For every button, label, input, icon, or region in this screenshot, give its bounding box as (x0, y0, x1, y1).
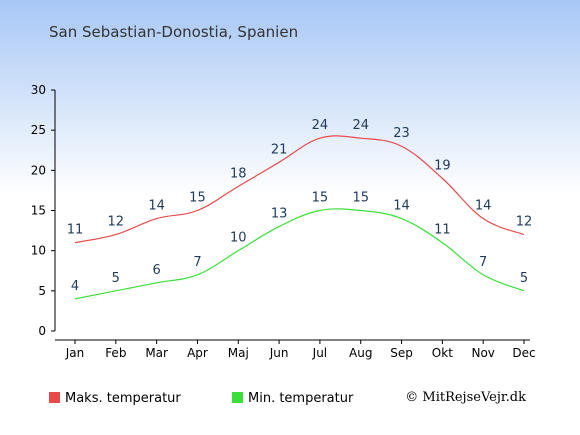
data-label-min-temperature: 6 (152, 263, 160, 278)
data-label-max-temperature: 15 (189, 191, 206, 206)
y-tick-label: 5 (38, 284, 46, 298)
legend: Maks. temperatur Min. temperatur (49, 391, 354, 406)
data-label-min-temperature: 15 (352, 191, 369, 206)
data-label-min-temperature: 5 (112, 271, 120, 286)
x-tick-label: Okt (432, 346, 453, 360)
series-lines (74, 135, 525, 300)
data-label-min-temperature: 13 (271, 207, 288, 222)
x-tick-label: Mar (145, 346, 168, 360)
chart-title: San Sebastian-Donostia, Spanien (49, 23, 298, 41)
data-label-max-temperature: 12 (516, 215, 533, 230)
data-label-max-temperature: 23 (393, 126, 410, 141)
data-label-min-temperature: 15 (312, 191, 329, 206)
x-tick-label: Jun (269, 346, 289, 360)
data-label-max-temperature: 14 (475, 199, 492, 214)
x-tick-label: Jan (65, 346, 85, 360)
data-label-max-temperature: 19 (434, 158, 451, 173)
y-tick-label: 25 (31, 123, 46, 137)
data-label-max-temperature: 24 (352, 118, 369, 133)
x-tick-label: Feb (105, 346, 126, 360)
x-tick-label: Maj (228, 346, 249, 360)
data-label-min-temperature: 7 (193, 255, 201, 270)
data-label-min-temperature: 10 (230, 231, 247, 246)
y-tick-label: 20 (31, 163, 46, 177)
data-label-min-temperature: 4 (71, 279, 79, 294)
y-tick-label: 15 (31, 204, 46, 218)
series-line-max-temperature (74, 135, 525, 244)
legend-label-min: Min. temperatur (248, 391, 354, 406)
credit-text: © MitRejseVejr.dk (405, 390, 526, 405)
x-tick-label: Nov (471, 346, 494, 360)
x-tick-label: Dec (512, 346, 535, 360)
data-label-max-temperature: 14 (148, 199, 165, 214)
x-tick-label: Jul (312, 346, 327, 360)
y-tick-label: 0 (38, 324, 46, 338)
data-label-min-temperature: 7 (479, 255, 487, 270)
legend-swatch-min (232, 392, 243, 403)
data-label-max-temperature: 18 (230, 166, 247, 181)
x-tick-label: Aug (349, 346, 372, 360)
data-label-min-temperature: 14 (393, 199, 410, 214)
legend-label-max: Maks. temperatur (65, 391, 181, 406)
data-label-min-temperature: 5 (520, 271, 528, 286)
data-label-max-temperature: 24 (312, 118, 329, 133)
data-labels: 11 12 14 15 18 21 24 24 23 19 14 12 4 5 6 7 10 13 15 15 14 11… (67, 118, 533, 294)
y-tick-label: 30 (31, 83, 46, 97)
axes: 0 5 10 15 20 25 30 Jan Feb Mar Apr Maj Jun Jul Aug Sep O… (31, 83, 536, 360)
x-tick-label: Apr (187, 346, 208, 360)
data-label-min-temperature: 11 (434, 223, 451, 238)
legend-swatch-max (49, 392, 60, 403)
series-line-min-temperature (74, 208, 525, 300)
x-tick-label: Sep (390, 346, 413, 360)
data-label-max-temperature: 11 (67, 223, 84, 238)
data-label-max-temperature: 21 (271, 142, 288, 157)
data-label-max-temperature: 12 (108, 215, 125, 230)
y-tick-label: 10 (31, 244, 46, 258)
